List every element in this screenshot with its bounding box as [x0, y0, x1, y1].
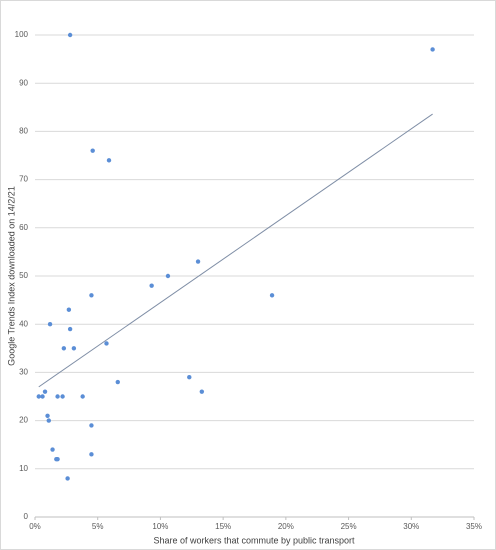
x-tick-label: 15%: [215, 522, 231, 531]
trendline: [38, 113, 433, 388]
point: [80, 394, 85, 399]
x-tick-label: 0%: [29, 522, 41, 531]
point: [149, 283, 154, 288]
point: [42, 389, 48, 394]
y-tick-label: 40: [19, 319, 28, 328]
point: [67, 326, 73, 332]
y-tick-label: 80: [19, 127, 28, 136]
point: [55, 394, 60, 399]
x-tick-label: 10%: [152, 522, 168, 531]
point: [89, 423, 94, 428]
point: [46, 418, 51, 423]
point: [55, 456, 60, 462]
point: [187, 375, 192, 380]
point: [89, 452, 94, 457]
point: [195, 259, 201, 264]
point: [50, 447, 55, 452]
point: [45, 413, 50, 418]
y-tick-label: 30: [19, 368, 28, 377]
point: [165, 273, 171, 279]
point: [60, 394, 65, 399]
y-axis-title: Google Trends Index downloaded on 14/2/2…: [6, 186, 16, 366]
y-tick-label: 0: [24, 512, 29, 521]
point: [40, 394, 45, 399]
point: [104, 341, 109, 346]
y-tick-label: 60: [19, 223, 28, 232]
y-tick-label: 70: [19, 175, 28, 184]
x-tick-label: 20%: [278, 522, 294, 531]
point: [67, 32, 73, 38]
point: [269, 293, 275, 298]
x-tick-label: 5%: [92, 522, 104, 531]
point: [61, 346, 67, 351]
point: [65, 476, 70, 481]
point: [90, 148, 95, 153]
y-tick-label: 20: [19, 416, 28, 425]
point: [106, 158, 112, 163]
point: [36, 394, 41, 399]
point: [47, 322, 53, 327]
x-tick-label: 30%: [403, 522, 419, 531]
x-tick-label: 25%: [341, 522, 357, 531]
y-tick-label: 100: [15, 30, 29, 39]
y-tick-label: 10: [19, 464, 28, 473]
point: [115, 379, 120, 385]
y-tick-label: 90: [19, 78, 28, 87]
point: [71, 346, 77, 351]
point: [89, 293, 94, 298]
x-axis-title: Share of workers that commute by public …: [153, 535, 355, 545]
y-tick-label: 50: [19, 271, 28, 280]
point: [199, 389, 205, 394]
point: [430, 47, 435, 52]
point: [66, 307, 72, 312]
x-tick-label: 35%: [466, 522, 482, 531]
